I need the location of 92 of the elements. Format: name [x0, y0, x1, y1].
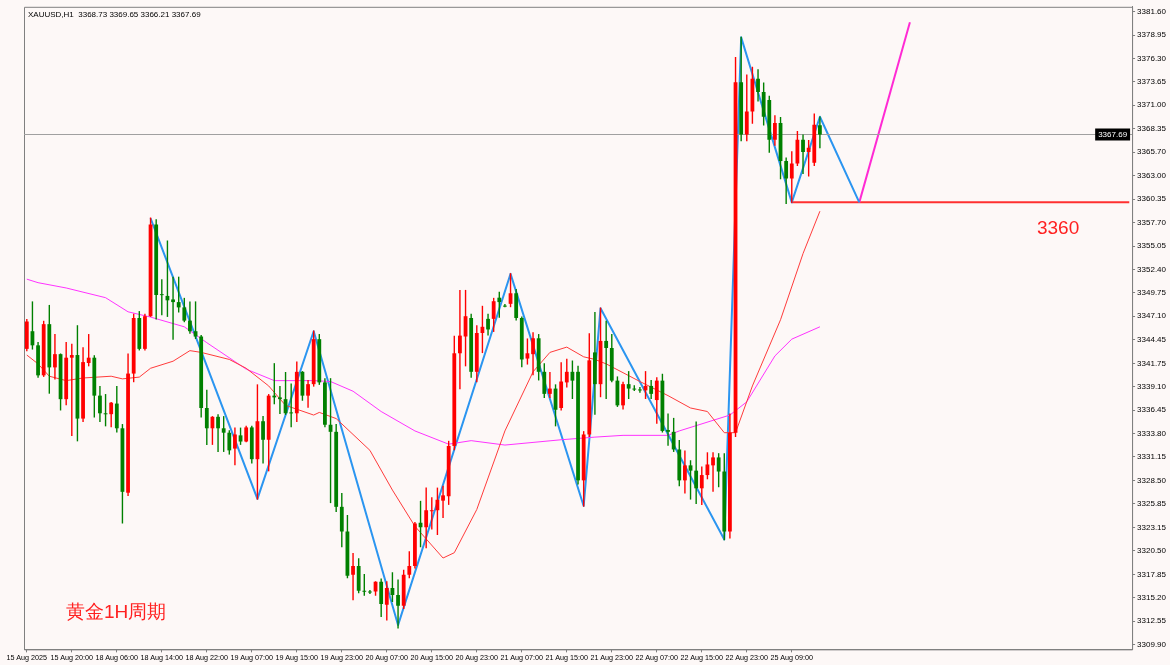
candlestick — [429, 497, 434, 530]
candlestick — [278, 386, 282, 414]
candlestick — [497, 291, 502, 318]
candlestick — [542, 363, 547, 399]
candlestick — [171, 276, 175, 340]
candlestick — [289, 383, 294, 428]
candlestick — [261, 416, 265, 464]
candlestick — [784, 157, 789, 204]
candlestick — [351, 552, 355, 601]
y-tick-label: 3320.50 — [1137, 546, 1167, 556]
annotation: 黄金1H周期 — [66, 600, 167, 622]
candlestick — [699, 466, 704, 505]
candlestick — [564, 358, 569, 388]
candlestick — [306, 379, 310, 408]
candlestick — [407, 551, 412, 579]
y-tick-label: 3360.35 — [1137, 194, 1167, 204]
y-tick-label: 3376.30 — [1137, 53, 1167, 63]
candlestick — [86, 334, 91, 367]
candlestick — [384, 581, 389, 621]
chart-title: XAUUSD,H1 3368.73 3369.65 3366.21 3367.69 — [28, 10, 202, 19]
candlestick — [756, 69, 760, 102]
candlestick — [744, 74, 749, 142]
y-tick-label: 3344.45 — [1137, 334, 1167, 344]
candlestick — [98, 386, 102, 422]
candlestick — [638, 386, 642, 393]
y-tick-label: 3373.65 — [1137, 77, 1167, 87]
candlestick — [503, 304, 507, 308]
candlestick — [368, 589, 372, 595]
candlestick — [176, 276, 181, 313]
ref-line-label: 3367.69 — [1098, 129, 1128, 139]
y-tick-label: 3323.15 — [1137, 522, 1167, 532]
y-tick-label: 3309.90 — [1137, 639, 1167, 649]
y-tick-label: 3325.85 — [1137, 498, 1167, 508]
y-tick-label: 3317.85 — [1137, 569, 1167, 579]
y-tick-label: 3378.95 — [1137, 30, 1167, 40]
candlestick — [525, 338, 530, 365]
candlestick — [188, 301, 192, 334]
y-tick-label: 3371.00 — [1137, 100, 1167, 110]
annotation: 3360 — [1036, 216, 1080, 238]
candlestick — [666, 413, 670, 446]
candlestick — [773, 115, 777, 146]
candlestick — [694, 421, 699, 504]
candlestick — [621, 381, 625, 410]
candlestick — [716, 453, 721, 488]
candlestick — [227, 430, 232, 455]
y-tick-label: 3352.40 — [1137, 264, 1167, 274]
candlestick — [789, 151, 794, 204]
candlestick — [458, 289, 462, 390]
candlestick — [379, 578, 384, 617]
candlestick — [424, 487, 429, 549]
candlestick — [69, 343, 74, 437]
candlestick — [396, 579, 400, 629]
y-tick-label: 3341.75 — [1137, 358, 1167, 368]
candlestick — [626, 371, 631, 399]
candlestick — [671, 417, 676, 452]
y-tick-label: 3347.10 — [1137, 311, 1167, 321]
candlestick — [204, 389, 209, 445]
y-tick-label: 3349.75 — [1137, 288, 1167, 298]
candlestick — [688, 460, 693, 500]
y-tick-label: 3368.35 — [1137, 123, 1167, 133]
candlestick — [604, 320, 609, 399]
y-tick-label: 3339.10 — [1137, 382, 1167, 392]
candlestick — [193, 301, 198, 339]
candlestick — [654, 377, 659, 424]
y-tick-label: 3312.55 — [1137, 616, 1167, 626]
candlestick — [711, 452, 715, 492]
candlestick — [491, 297, 496, 332]
candlestick — [818, 116, 822, 149]
y-tick-label: 3315.20 — [1137, 592, 1167, 602]
y-tick-label: 3333.80 — [1137, 428, 1167, 438]
candlestick — [109, 402, 114, 428]
candlestick — [683, 450, 687, 494]
y-tick-label: 3355.05 — [1137, 241, 1167, 251]
y-tick-label: 3363.00 — [1137, 171, 1167, 181]
candlestick — [548, 371, 552, 399]
candlestick — [216, 414, 220, 452]
candlestick — [486, 313, 490, 336]
y-tick-label: 3336.45 — [1137, 405, 1167, 415]
candlestick — [221, 416, 226, 452]
candlestick — [53, 334, 57, 380]
y-tick-label: 3365.70 — [1137, 147, 1167, 157]
y-tick-label: 3328.50 — [1137, 475, 1167, 485]
y-tick-label: 3331.15 — [1137, 452, 1167, 462]
candlestick — [801, 134, 805, 174]
candlestick — [182, 297, 187, 323]
y-tick-label: 3357.70 — [1137, 217, 1167, 227]
y-tick-label: 3381.60 — [1137, 6, 1167, 16]
candlestick — [233, 427, 237, 466]
candlestick — [362, 574, 367, 596]
candlestick — [531, 332, 535, 376]
candlestick — [441, 485, 445, 519]
candlestick — [159, 279, 164, 316]
